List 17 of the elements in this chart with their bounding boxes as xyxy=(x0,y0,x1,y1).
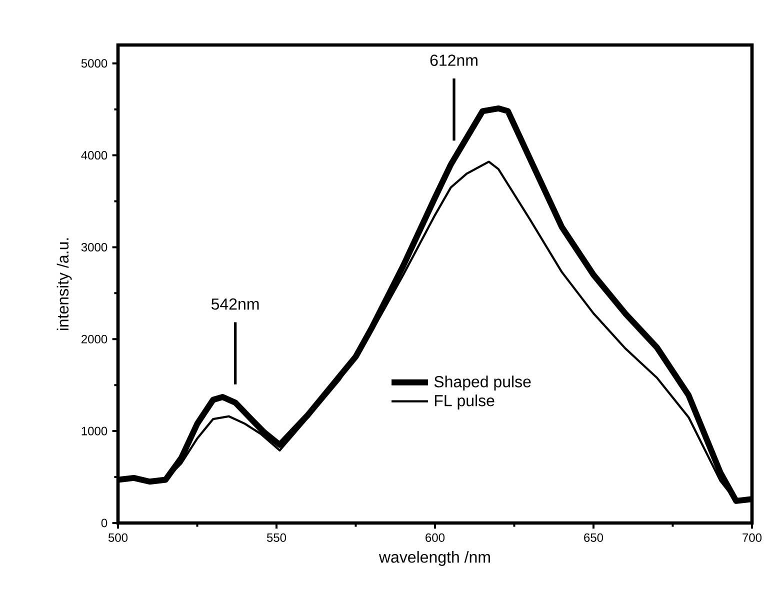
x-tick-label: 650 xyxy=(584,533,604,542)
x-tick-label: 550 xyxy=(266,533,286,542)
x-axis-title: wavelength /nm xyxy=(378,551,490,566)
legend-label: FL pulse xyxy=(434,394,494,410)
legend-label: Shaped pulse xyxy=(434,376,531,391)
y-tick-label: 1000 xyxy=(82,426,108,436)
annotation: 612nm xyxy=(430,54,478,66)
y-tick-label: 5000 xyxy=(81,59,108,68)
x-tick-label: 700 xyxy=(742,533,762,542)
x-tick-label: 600 xyxy=(426,533,445,542)
y-tick-label: 4000 xyxy=(81,151,108,160)
y-axis-title: intensity /a.u. xyxy=(56,238,72,330)
annotation: 542nm xyxy=(211,298,259,310)
y-tick-label: 3000 xyxy=(81,242,108,252)
y-tick-label: 2000 xyxy=(82,334,108,344)
x-tick-label: 500 xyxy=(108,533,128,542)
y-tick-label: 0 xyxy=(101,518,108,528)
